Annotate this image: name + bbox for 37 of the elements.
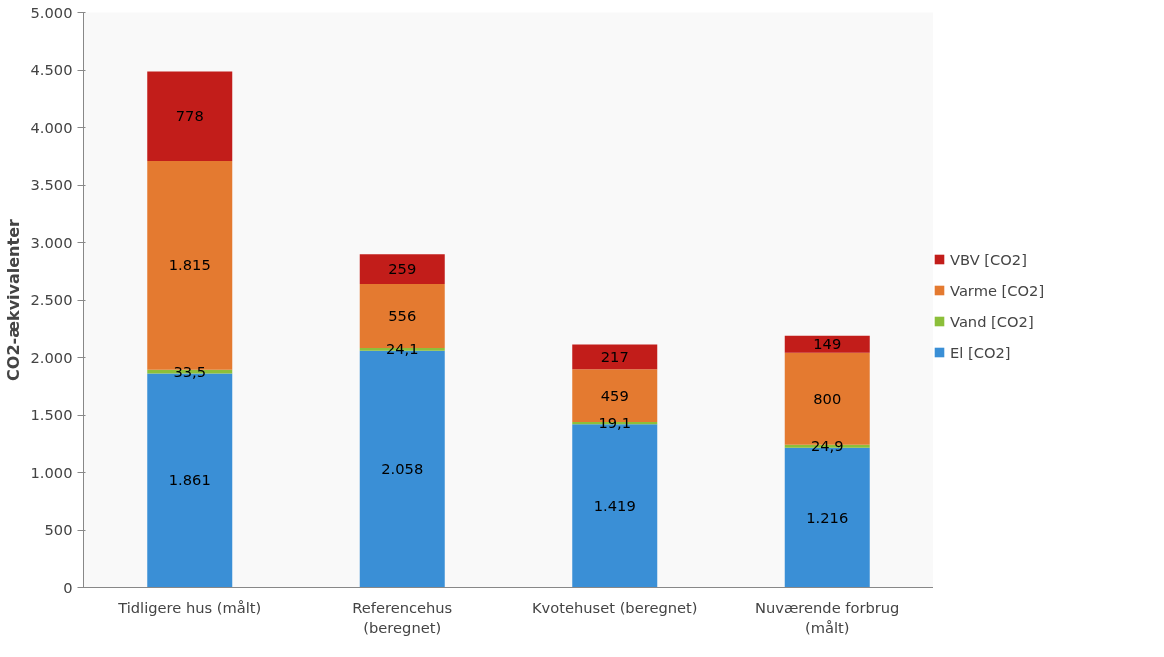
data-label: 2.058 (381, 460, 424, 478)
bar (572, 344, 658, 370)
data-label: 1.419 (593, 496, 636, 514)
legend-label: Vand [CO2] (950, 312, 1034, 330)
data-label: 259 (388, 260, 417, 278)
bar (359, 254, 445, 285)
x-tick-label: Referencehus (beregnet) (352, 598, 453, 636)
legend-label: VBV [CO2] (950, 250, 1027, 268)
y-tick-label: 1.000 (30, 463, 73, 481)
y-tick-label: 2.500 (30, 291, 73, 308)
data-label: 800 (813, 389, 842, 407)
data-label: 19,1 (598, 414, 632, 432)
y-tick-label: 3.500 (30, 176, 73, 193)
y-tick-label: 4.000 (30, 118, 73, 136)
y-tick-label: 5.000 (30, 3, 73, 21)
data-label: 149 (813, 335, 842, 353)
x-tick-label: Tidligere hus (målt) (117, 598, 262, 616)
data-label: 1.861 (168, 471, 211, 489)
legend-label: El [CO2] (950, 343, 1011, 361)
y-tick-label: 500 (44, 521, 73, 538)
y-tick-label: 2.000 (30, 348, 73, 366)
y-axis-title: CO2-ækvivalenter (3, 219, 23, 381)
data-label: 1.216 (806, 508, 849, 526)
data-label: 217 (600, 347, 629, 365)
data-label: 24,1 (385, 340, 419, 358)
data-label: 778 (175, 107, 204, 125)
data-label: 556 (388, 307, 417, 325)
data-label: 1.815 (168, 256, 211, 274)
x-tick-label: Nuværende forbrug (målt) (755, 598, 900, 636)
legend-label: Varme [CO2] (950, 281, 1045, 299)
bar (147, 71, 233, 161)
data-label: 459 (600, 386, 629, 404)
x-tick-label: Kvotehuset (beregnet) (532, 598, 698, 616)
y-tick-label: 4.500 (30, 61, 73, 78)
y-tick-label: 0 (63, 578, 73, 596)
y-tick-label: 3.000 (30, 233, 73, 251)
y-tick-label: 1.500 (30, 406, 73, 423)
